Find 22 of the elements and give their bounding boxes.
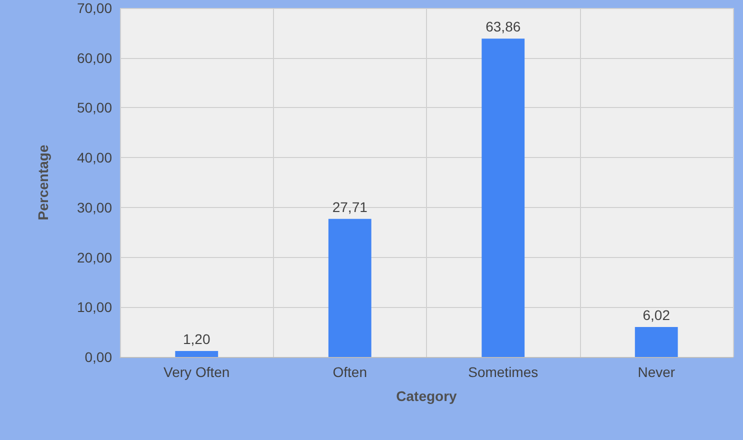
- y-axis-title: Percentage: [35, 144, 51, 220]
- y-tick-label: 30,00: [76, 199, 112, 216]
- x-tick-label: Sometimes: [468, 364, 538, 380]
- bar: [482, 38, 525, 357]
- y-tick-label: 50,00: [76, 100, 112, 116]
- bar: [175, 351, 218, 357]
- x-tick-label: Often: [332, 364, 367, 380]
- data-label: 63,86: [486, 18, 521, 35]
- y-tick-label: 10,00: [76, 299, 112, 316]
- y-tick-label: 40,00: [76, 150, 112, 166]
- bar: [328, 218, 372, 357]
- y-tick-label: 60,00: [76, 50, 112, 66]
- data-label: 1,20: [183, 331, 210, 348]
- x-axis-title: Category: [396, 388, 458, 404]
- bar: [634, 326, 678, 357]
- x-tick-label: Very Often: [164, 364, 230, 380]
- data-label: 27,71: [332, 198, 368, 215]
- x-tick-label: Never: [638, 364, 676, 380]
- y-tick-label: 70,00: [76, 0, 112, 16]
- y-tick-label: 20,00: [76, 249, 112, 266]
- y-tick-label: 0,00: [84, 349, 112, 365]
- data-label: 6,02: [642, 306, 670, 323]
